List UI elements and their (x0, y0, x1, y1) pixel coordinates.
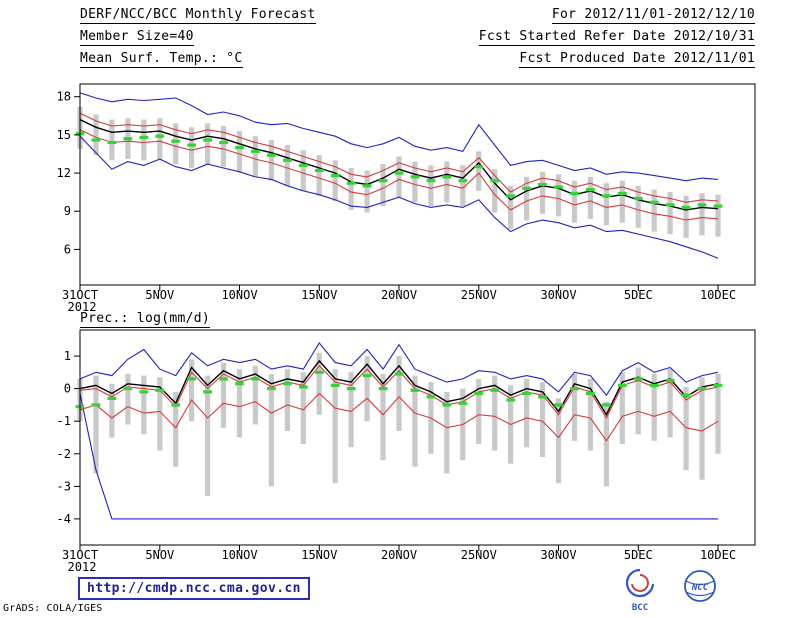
x-tick-label: 31OCT (62, 288, 98, 302)
series-upper-bound-red (79, 364, 719, 420)
x-tick-label: 5NOV (145, 548, 174, 562)
source-url: http://cmdp.ncc.cma.gov.cn (78, 577, 310, 600)
header-valid-range: For 2012/11/01-2012/12/10 (551, 7, 755, 24)
grads-credit: GrADS: COLA/IGES (3, 603, 103, 614)
header-produced-date-text: Fcst Produced Date 2012/11/01 (519, 51, 755, 68)
series-upper-bound-red (79, 112, 719, 203)
x-tick-label: 25NOV (461, 288, 497, 302)
x-tick-label: 10DEC (700, 288, 736, 302)
header-valid-range-text: For 2012/11/01-2012/12/10 (551, 7, 755, 24)
header-refer-date: Fcst Started Refer Date 2012/10/31 (478, 29, 755, 46)
top-panel-title-text: Mean Surf. Temp.: °C (80, 51, 243, 68)
x-tick-label: 5NOV (145, 288, 174, 302)
series-green-dash-marks (75, 132, 723, 209)
header-refer-date-text: Fcst Started Refer Date 2012/10/31 (478, 29, 755, 46)
header-member-size: Member Size=40 (80, 29, 194, 46)
x-tick-label: 20NOV (381, 288, 417, 302)
ncc-wave-bottom-icon (685, 591, 715, 597)
y-tick-label: 0 (64, 382, 71, 396)
ncc-wave-top-icon (685, 580, 715, 586)
x-tick-label: 5DEC (624, 288, 653, 302)
x-tick-label: 31OCT (62, 548, 98, 562)
x-tick-label: 20NOV (381, 548, 417, 562)
series-ensemble-mean (79, 359, 719, 417)
ncc-logo: NCC (684, 570, 716, 602)
series-ensemble-max (79, 342, 719, 397)
y-tick-label: -4 (57, 512, 71, 526)
x-axis-year-label: 2012 (68, 300, 97, 314)
x-tick-label: 30NOV (540, 288, 576, 302)
bcc-swirl-icon (625, 568, 655, 598)
precipitation-panel: -4 -3 -2 -1 0 1 31OCT 5NOV 10NOV 15NOV 20NOV 25NOV 3… (57, 329, 756, 574)
x-tick-label: 10NOV (221, 288, 257, 302)
ncc-globe-icon (684, 570, 716, 602)
y-tick-label: -1 (57, 414, 71, 428)
y-tick-label: 1 (64, 349, 71, 363)
temperature-panel: 6 9 12 15 18 31OCT 5NOV 10NOV 15NOV 20NOV 25NOV 30N… (57, 83, 756, 314)
y-tick-label: -2 (57, 447, 71, 461)
series-lower-bound-red (79, 392, 719, 442)
series-lower-bound-red (79, 129, 719, 221)
series-ensemble-max (79, 92, 719, 182)
x-tick-label: 30NOV (540, 548, 576, 562)
header-produced-date: Fcst Produced Date 2012/11/01 (519, 51, 755, 68)
x-tick-label: 10NOV (221, 548, 257, 562)
bottom-panel-title-text: Prec.: log(mm/d) (80, 311, 211, 328)
bcc-logo-label: BCC (632, 603, 648, 612)
series-ensemble-mean (79, 118, 719, 211)
top-panel-title: Mean Surf. Temp.: °C (80, 51, 243, 68)
bcc-inner-swirl-icon (631, 574, 649, 592)
bcc-logo: BCC (625, 568, 655, 612)
y-tick-label: 15 (57, 128, 71, 142)
y-tick-label: 9 (64, 204, 71, 218)
series-ensemble-min (79, 393, 718, 520)
x-tick-label: 25NOV (461, 548, 497, 562)
series-green-dash-marks (75, 370, 723, 409)
y-tick-label: 18 (57, 90, 71, 104)
x-axis-year-label: 2012 (68, 560, 97, 574)
plot-frame (79, 83, 756, 286)
header-title-text: DERF/NCC/BCC Monthly Forecast (80, 7, 316, 24)
plot-frame (79, 329, 756, 546)
x-tick-label: 5DEC (624, 548, 653, 562)
y-tick-label: -3 (57, 479, 71, 493)
x-tick-label: 15NOV (301, 288, 337, 302)
y-tick-label: 12 (57, 166, 71, 180)
ncc-logo-label: NCC (691, 583, 709, 593)
bottom-panel-title: Prec.: log(mm/d) (80, 311, 211, 328)
y-tick-label: 6 (64, 242, 71, 256)
x-tick-label: 10DEC (700, 548, 736, 562)
series-ensemble-min (79, 135, 719, 259)
header-title: DERF/NCC/BCC Monthly Forecast (80, 7, 316, 24)
x-tick-label: 15NOV (301, 548, 337, 562)
header-member-size-text: Member Size=40 (80, 29, 194, 46)
